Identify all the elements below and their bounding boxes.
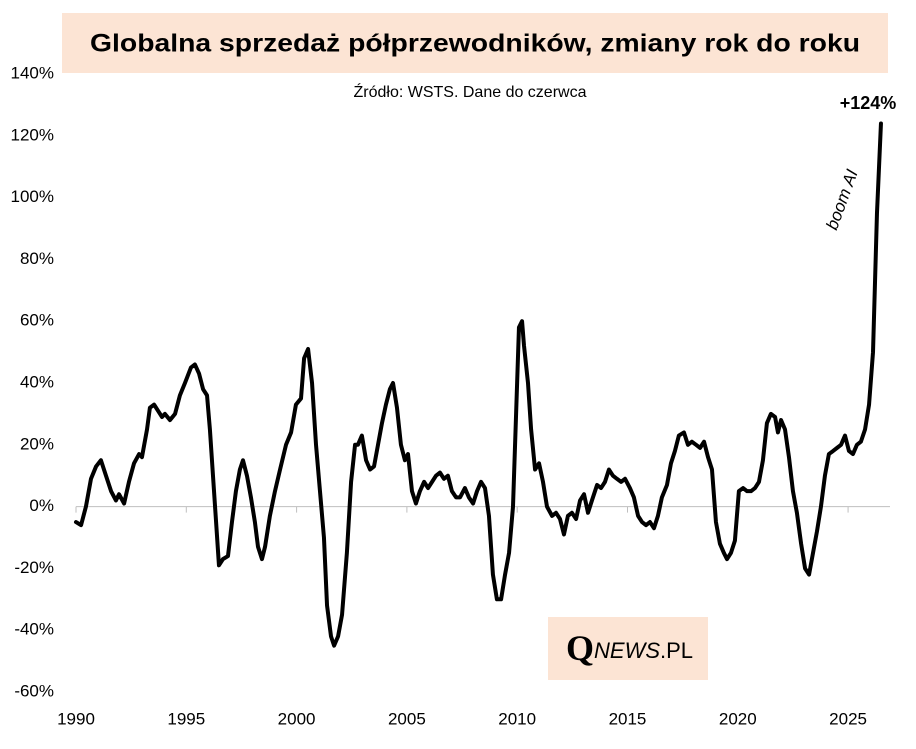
title-box bbox=[62, 13, 888, 73]
logo-pl: .PL bbox=[660, 638, 693, 663]
x-tick-label: 2020 bbox=[719, 709, 757, 728]
logo-q: Q bbox=[566, 628, 594, 668]
x-tick-label: 1995 bbox=[167, 709, 205, 728]
annotation: +124% bbox=[840, 93, 897, 113]
y-tick-label: 140% bbox=[11, 63, 54, 82]
logo-news: NEWS bbox=[594, 638, 660, 663]
y-tick-label: -40% bbox=[14, 620, 54, 639]
chart-subtitle: Źródło: WSTS. Dane do czerwca bbox=[354, 82, 587, 101]
y-tick-label: 20% bbox=[20, 434, 54, 453]
x-tick-label: 2010 bbox=[498, 709, 536, 728]
y-tick-label: 60% bbox=[20, 311, 54, 330]
y-tick-label: -60% bbox=[14, 681, 54, 700]
chart-title: Globalna sprzedaż półprzewodników, zmian… bbox=[90, 30, 860, 58]
y-tick-label: 80% bbox=[20, 249, 54, 268]
x-tick-label: 2015 bbox=[609, 709, 647, 728]
y-tick-label: -20% bbox=[14, 558, 54, 577]
logo-box bbox=[548, 617, 708, 680]
y-tick-label: 0% bbox=[29, 496, 54, 515]
y-tick-label: 100% bbox=[11, 187, 54, 206]
x-tick-label: 2000 bbox=[278, 709, 316, 728]
y-tick-label: 40% bbox=[20, 372, 54, 391]
x-tick-label: 2005 bbox=[388, 709, 426, 728]
annotation: boom AI bbox=[822, 167, 861, 233]
x-tick-label: 1990 bbox=[57, 709, 95, 728]
y-tick-label: 120% bbox=[11, 125, 54, 144]
logo: QNEWS.PL bbox=[566, 628, 693, 668]
x-tick-label: 2025 bbox=[829, 709, 867, 728]
line bbox=[74, 121, 883, 648]
